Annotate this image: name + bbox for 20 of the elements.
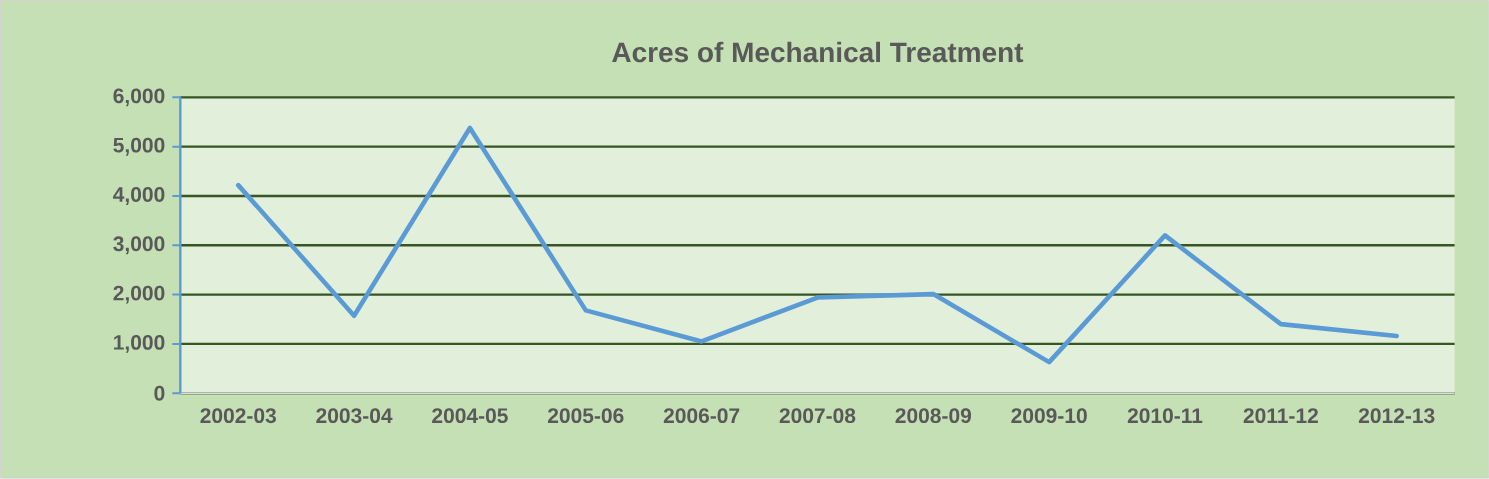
y-tick-label: 2,000 <box>113 285 165 304</box>
y-tick-label: 4,000 <box>113 187 165 206</box>
line-series <box>235 125 1399 365</box>
y-tick-label: 6,000 <box>113 88 165 107</box>
y-tick-label: 0 <box>154 385 165 401</box>
x-tick-label: 2002-03 <box>200 408 276 424</box>
x-tick-label: 2006-07 <box>663 408 740 424</box>
x-tick-label: 2004-05 <box>432 408 508 424</box>
y-tick-label: 3,000 <box>113 236 165 255</box>
x-tick-label: 2012-13 <box>1358 408 1435 424</box>
x-tick-label: 2010-11 <box>1127 408 1203 424</box>
x-tick-label: 2009-10 <box>1011 408 1087 424</box>
x-tick-label: 2003-04 <box>316 408 393 424</box>
y-tick-label: 1,000 <box>114 335 165 354</box>
x-tick-label: 2011-12 <box>1243 408 1318 424</box>
y-tick-label: 5,000 <box>113 137 165 156</box>
chart-title: Acres of Mechanical Treatment <box>612 41 1024 63</box>
x-tick-label: 2005-06 <box>547 408 624 424</box>
x-tick-label: 2008-09 <box>895 408 972 424</box>
x-tick-label: 2007-08 <box>779 408 856 424</box>
